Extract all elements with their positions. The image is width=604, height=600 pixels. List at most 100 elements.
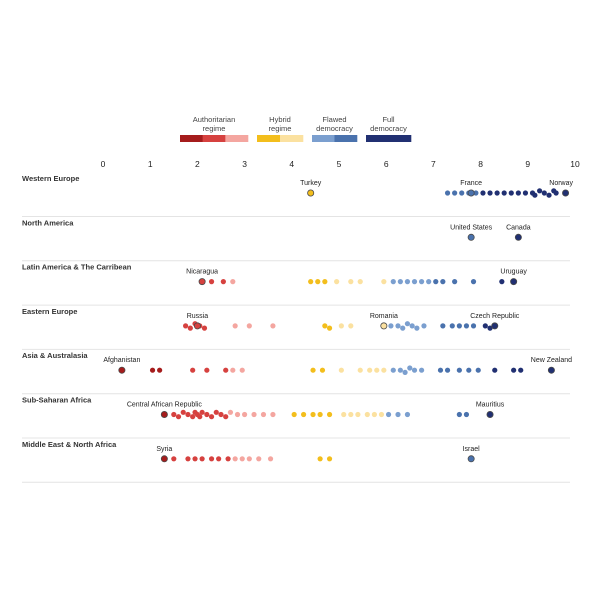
legend-swatch: [334, 135, 358, 142]
region-label: Latin America & The Carribean: [22, 263, 132, 272]
country-dot-highlight: [198, 278, 206, 286]
country-dot: [426, 279, 432, 285]
country-dot: [440, 323, 446, 329]
country-dot: [402, 369, 408, 375]
x-tick-label: 8: [478, 159, 483, 169]
country-dot: [213, 409, 219, 415]
country-dot-highlight: [486, 410, 494, 418]
country-dot: [470, 279, 477, 285]
country-label: Afghanistan: [103, 357, 140, 364]
country-dot: [452, 190, 458, 196]
country-dot: [192, 456, 198, 462]
region-row: North America United States Canada: [22, 218, 570, 262]
country-dot: [541, 190, 547, 196]
country-dot: [357, 279, 363, 285]
country-dot: [348, 411, 354, 418]
region-row: Western Europe Turkey France Norway: [22, 174, 573, 217]
country-dot: [357, 367, 363, 373]
country-dot: [487, 190, 493, 196]
country-dot: [480, 190, 486, 196]
country-dot-highlight: [193, 322, 201, 330]
country-dot-highlight: [467, 455, 475, 463]
country-dot: [220, 279, 226, 285]
country-dot: [374, 367, 380, 373]
country-label: Canada: [506, 224, 531, 231]
country-dot: [230, 367, 236, 373]
country-dot: [190, 367, 196, 373]
country-dot: [204, 367, 210, 373]
country-dot: [326, 456, 333, 462]
country-dot: [546, 192, 552, 198]
country-dot: [388, 323, 394, 329]
country-dot: [355, 411, 361, 418]
country-dot: [322, 279, 328, 285]
country-dot-highlight: [307, 189, 315, 197]
country-dot: [508, 190, 514, 196]
x-tick-label: 5: [337, 159, 342, 169]
country-dot: [404, 411, 411, 418]
region-label: Asia & Australasia: [22, 351, 88, 360]
country-dot: [515, 190, 521, 196]
country-dot: [317, 411, 323, 418]
legend-label: democracy: [370, 124, 407, 133]
country-dot: [419, 367, 425, 373]
country-label: Uruguay: [500, 269, 527, 276]
country-dot: [414, 325, 420, 331]
country-dot: [227, 409, 234, 415]
country-dot: [319, 367, 326, 373]
country-label: Czech Republic: [470, 313, 520, 320]
country-label: Central African Republic: [127, 402, 203, 409]
region-label: North America: [22, 218, 74, 227]
country-label: New Zealand: [531, 357, 572, 364]
country-dot: [475, 367, 481, 373]
country-dot: [326, 325, 333, 331]
country-dot-highlight: [118, 366, 126, 374]
country-label: Russia: [187, 313, 209, 320]
country-dot: [157, 367, 163, 373]
legend-swatch: [202, 135, 226, 142]
country-dot: [487, 325, 493, 331]
country-dot-highlight: [491, 322, 499, 330]
country-label: Israel: [463, 446, 481, 453]
country-label: France: [460, 180, 482, 187]
country-dot: [390, 279, 396, 285]
country-dot: [456, 411, 462, 418]
country-dot: [444, 367, 451, 373]
country-dot: [511, 367, 517, 373]
country-dot: [395, 323, 401, 329]
country-dot: [532, 192, 538, 198]
country-dot: [466, 367, 472, 373]
country-dot: [463, 411, 470, 418]
country-dot: [256, 456, 262, 462]
country-dot: [409, 323, 415, 329]
country-dot: [175, 414, 182, 420]
country-dot: [419, 279, 425, 285]
legend-swatch: [312, 135, 335, 142]
country-dot: [232, 323, 238, 329]
region-row: Latin America & The Carribean Nicaragua Ur…: [22, 263, 570, 306]
region-row: Eastern Europe Russia Romania Czech Republi…: [22, 307, 570, 350]
country-dot: [381, 367, 387, 373]
legend-swatch: [366, 135, 389, 142]
legend-swatch: [280, 135, 304, 142]
country-dot: [433, 279, 439, 285]
country-dot: [187, 325, 193, 331]
country-dot: [183, 323, 189, 329]
country-dot: [251, 411, 257, 418]
country-dot: [404, 321, 411, 327]
country-dot: [456, 323, 462, 329]
country-dot: [270, 323, 276, 329]
country-dot: [407, 365, 413, 371]
country-dot: [456, 367, 462, 373]
legend-swatch: [225, 135, 249, 142]
country-dot: [322, 323, 328, 329]
country-dot: [204, 411, 210, 418]
legend-swatch: [388, 135, 412, 142]
country-dot-highlight: [467, 233, 475, 241]
country-dot: [315, 279, 321, 285]
country-dot: [449, 323, 455, 329]
country-dot: [501, 190, 507, 196]
